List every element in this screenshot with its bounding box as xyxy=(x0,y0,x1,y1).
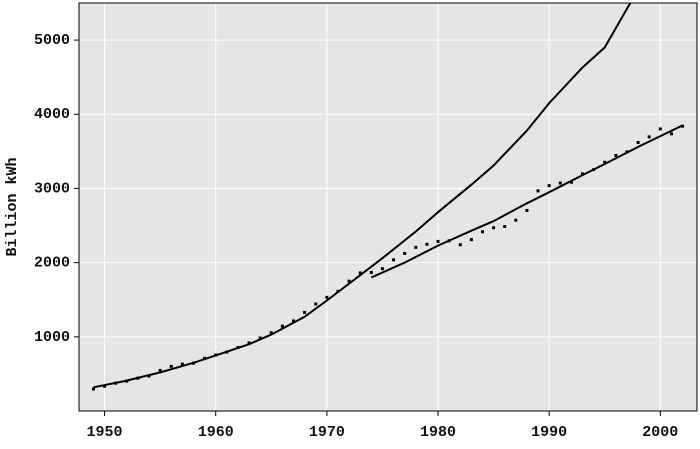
data-point xyxy=(614,154,618,158)
data-point xyxy=(292,319,296,323)
data-point xyxy=(269,331,273,335)
data-point xyxy=(469,238,473,242)
data-point xyxy=(414,245,418,249)
data-point xyxy=(525,208,529,212)
data-point xyxy=(636,140,640,144)
data-point xyxy=(180,362,184,366)
y-tick-label: 2000 xyxy=(34,255,70,272)
data-point xyxy=(603,160,607,164)
plot-frame xyxy=(78,2,698,412)
fit-line xyxy=(370,124,684,279)
data-point xyxy=(247,341,251,345)
data-point xyxy=(347,279,351,283)
data-point xyxy=(547,184,551,188)
data-point xyxy=(103,384,107,388)
fit-line xyxy=(93,3,632,389)
x-tick-label: 1980 xyxy=(420,424,456,441)
data-point xyxy=(558,181,562,185)
plot-area xyxy=(79,3,697,411)
data-point xyxy=(158,368,162,372)
data-point xyxy=(669,132,673,136)
data-point xyxy=(425,242,429,246)
data-point xyxy=(480,230,484,234)
x-tick-label: 1970 xyxy=(309,424,345,441)
y-tick-label: 4000 xyxy=(34,106,70,123)
data-point xyxy=(380,267,384,271)
data-point xyxy=(492,226,496,230)
data-point xyxy=(258,336,262,340)
data-point xyxy=(436,239,440,243)
data-point xyxy=(658,127,662,131)
data-point xyxy=(458,243,462,247)
data-point xyxy=(392,258,396,262)
data-point xyxy=(403,251,407,255)
y-tick-label: 3000 xyxy=(34,180,70,197)
y-axis-label: Billion kWh xyxy=(4,157,21,256)
data-point xyxy=(280,324,284,328)
data-point xyxy=(91,387,95,391)
y-tick-label: 5000 xyxy=(34,32,70,49)
data-point xyxy=(325,295,329,299)
data-point xyxy=(503,225,507,229)
data-point xyxy=(369,271,373,275)
x-tick-label: 1950 xyxy=(87,424,123,441)
data-point xyxy=(514,218,518,222)
data-point xyxy=(358,271,362,275)
x-tick-label: 1960 xyxy=(198,424,234,441)
data-point xyxy=(581,172,585,176)
data-point xyxy=(536,189,540,193)
y-tick-label: 1000 xyxy=(34,329,70,346)
data-point xyxy=(303,310,307,314)
x-tick-label: 2000 xyxy=(642,424,678,441)
x-tick-label: 1990 xyxy=(531,424,567,441)
data-point xyxy=(169,364,173,368)
data-point xyxy=(569,180,573,184)
data-point xyxy=(314,302,318,306)
data-point xyxy=(647,135,651,139)
